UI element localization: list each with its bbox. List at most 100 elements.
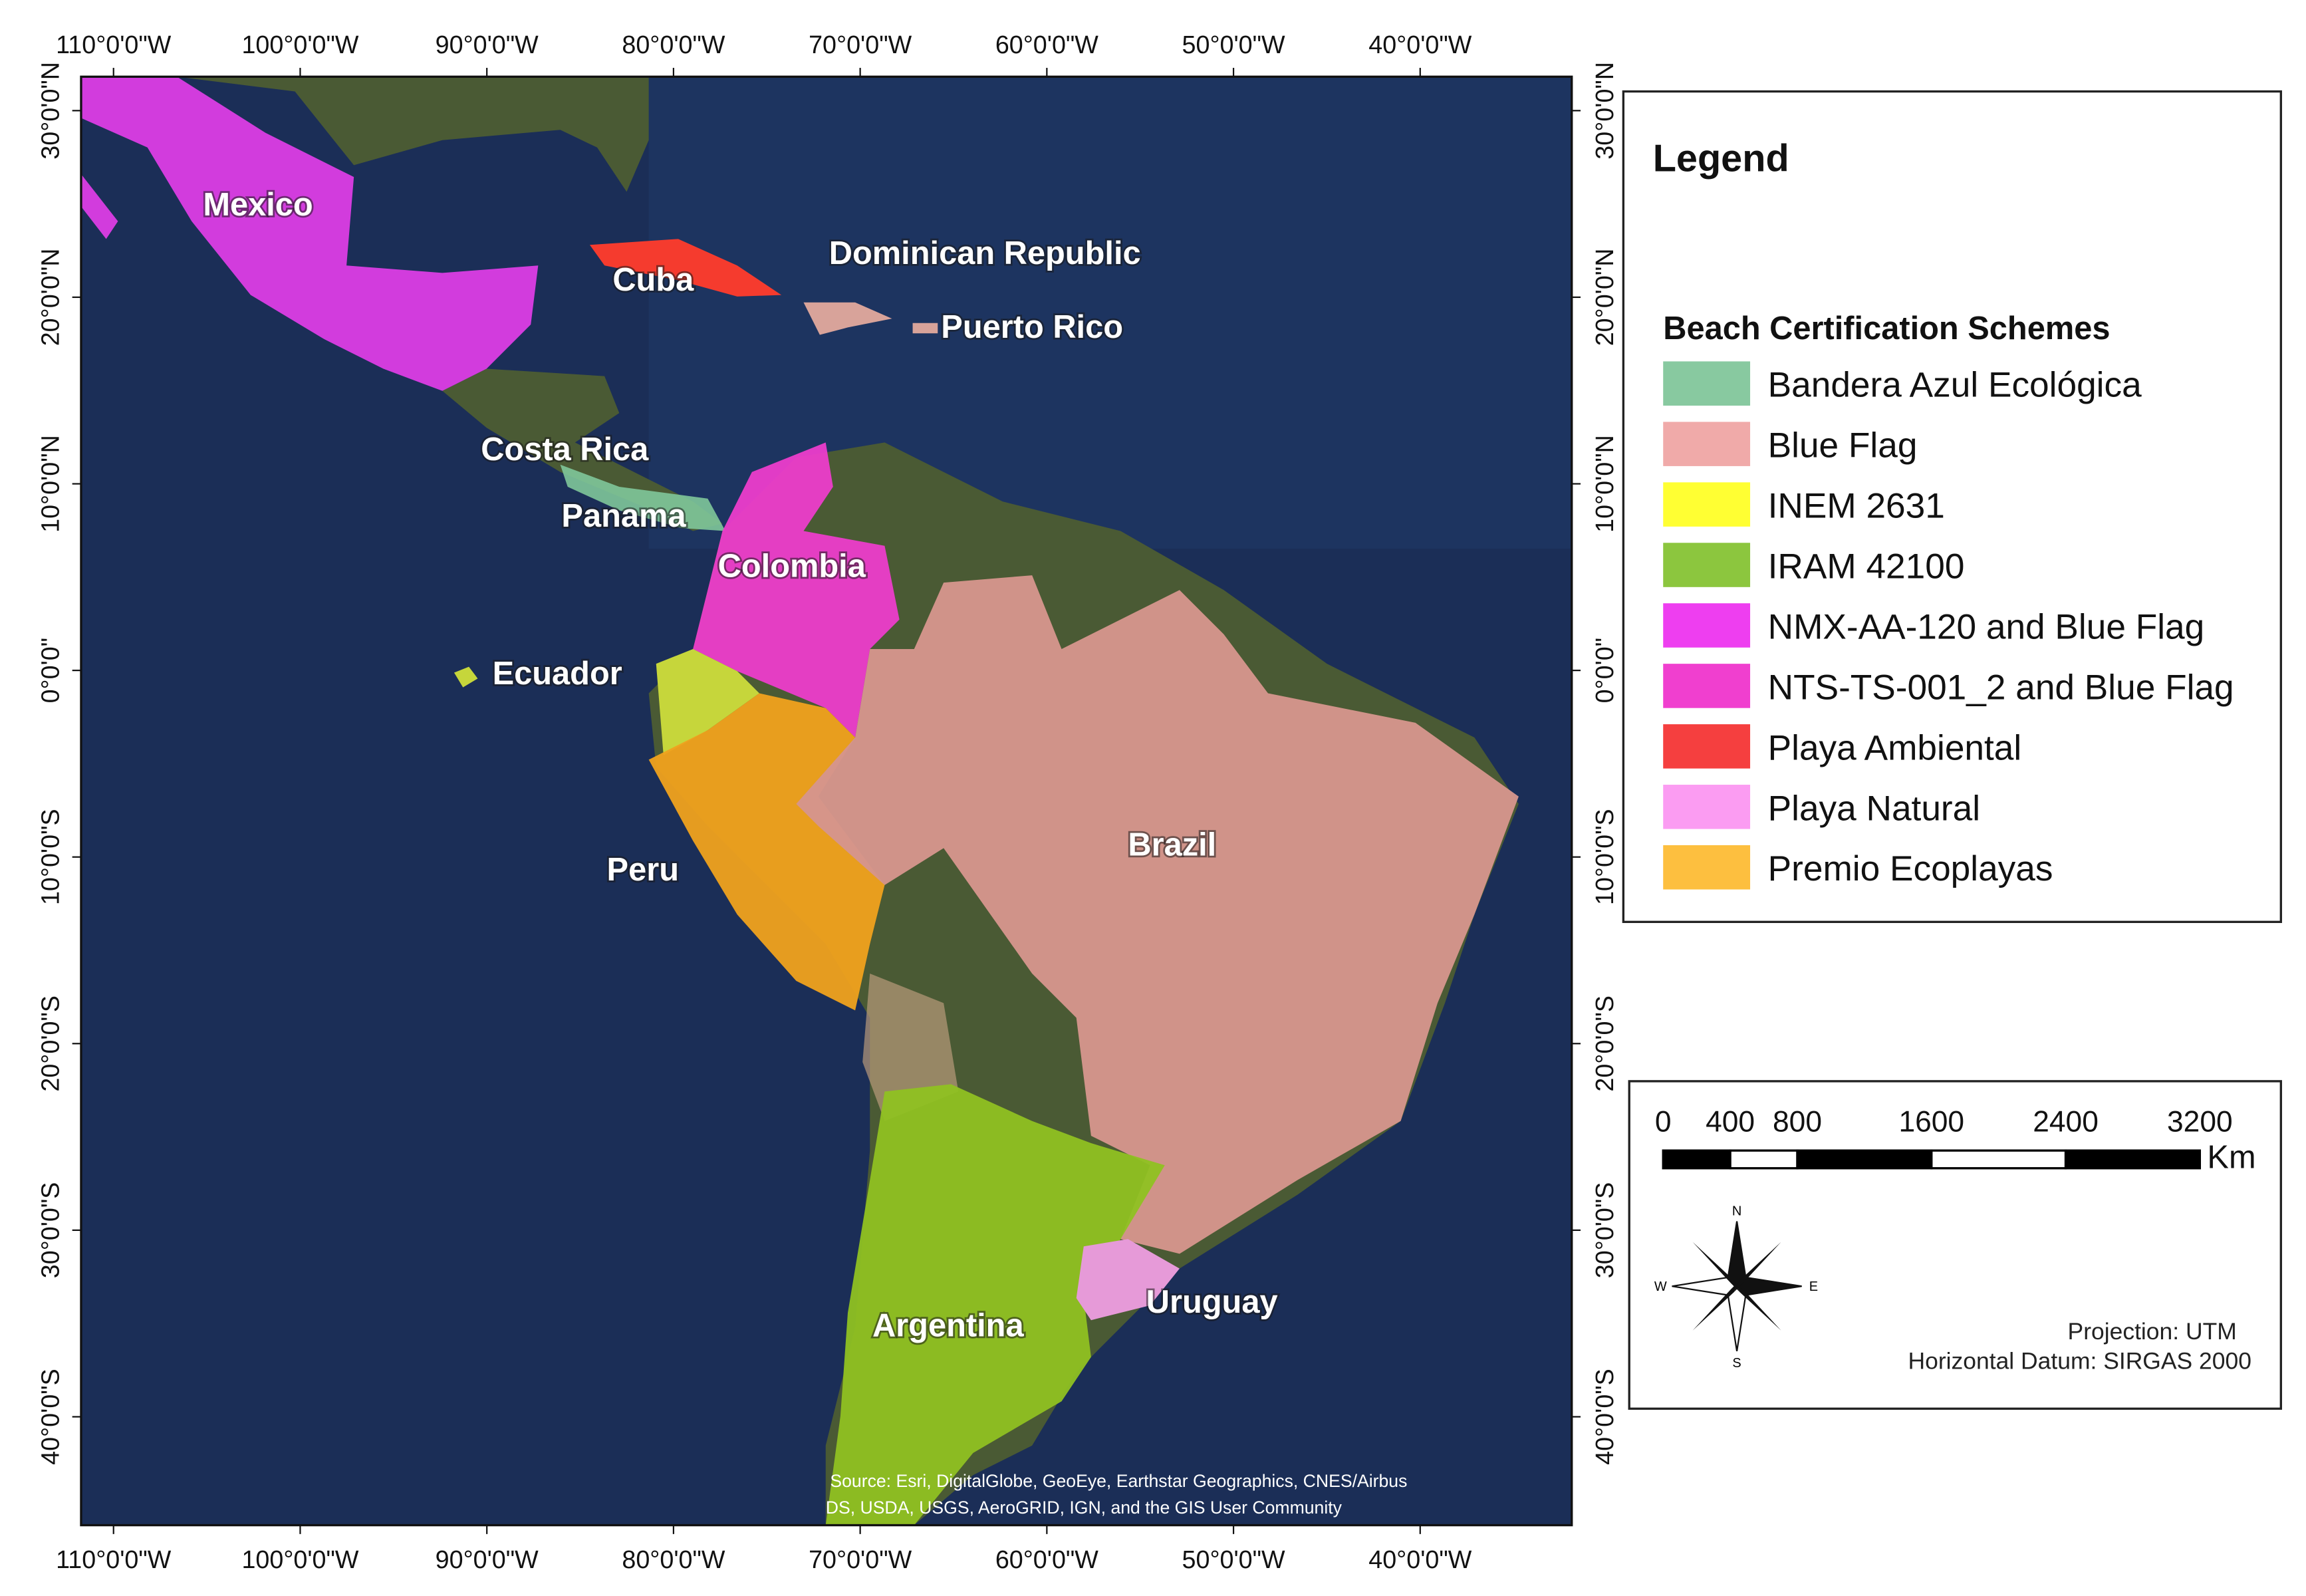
place-label: Puerto Rico (941, 309, 1123, 345)
source-line: Source: Esri, DigitalGlobe, GeoEye, Eart… (830, 1471, 1407, 1491)
legend-label: Playa Ambiental (1768, 728, 2022, 767)
place-label: Costa Rica (481, 432, 649, 467)
place-label: Brazil (1128, 827, 1216, 863)
longitude-label: 80°0'0"W (622, 1545, 725, 1573)
scale-segment (1729, 1149, 1799, 1170)
east-label: E (1809, 1279, 1818, 1294)
longitude-label: 70°0'0"W (809, 31, 912, 59)
legend-swatch (1663, 724, 1751, 769)
region-hispaniola (803, 302, 892, 335)
longitude-label: 70°0'0"W (809, 1545, 912, 1573)
longitude-label: 100°0'0"W (241, 1545, 358, 1573)
legend-swatch (1663, 664, 1751, 708)
legend-swatch (1663, 785, 1751, 829)
map-border (80, 75, 1573, 1527)
legend-swatch (1663, 361, 1751, 406)
legend-items: Bandera Azul Ecológica Blue Flag INEM 2631… (1663, 361, 2234, 890)
andes (862, 973, 959, 1121)
north-america (177, 76, 649, 192)
legend-label: Playa Natural (1768, 789, 1980, 828)
latitude-label: 10°0'0"S (37, 809, 64, 905)
scale-label: 0 (1655, 1105, 1672, 1138)
place-labels: Mexico Dominican Republic Cuba Puerto Rico C… (201, 185, 1280, 1345)
scale-segment (1662, 1149, 1731, 1170)
legend: Legend Beach Certification Schemes Bande… (1622, 90, 2282, 923)
latitude-label: 10°0'0"S (1591, 809, 1618, 905)
longitude-label: 50°0'0"W (1182, 31, 1285, 59)
legend-subtitle: Beach Certification Schemes (1663, 311, 2110, 346)
place-label: Cuba (612, 262, 694, 298)
scale-label: 2400 (2033, 1105, 2099, 1138)
legend-label: Blue Flag (1768, 426, 1918, 466)
longitude-label: 50°0'0"W (1182, 1545, 1285, 1573)
latitude-label: 20°0'0"S (37, 996, 64, 1092)
region-argentina (825, 1084, 1165, 1526)
legend-label: NMX-AA-120 and Blue Flag (1768, 607, 2205, 646)
scale-segment (1930, 1149, 2067, 1170)
legend-swatch (1663, 482, 1751, 527)
map-frame: Mexico Dominican Republic Cuba Puerto Rico C… (80, 75, 1573, 1527)
region-brazil (796, 575, 1519, 1254)
region-mexico (80, 76, 539, 391)
legend-label: NTS-TS-001_2 and Blue Flag (1768, 668, 2234, 707)
latitude-label: 10°0'0"N (37, 435, 64, 533)
region-ecuador (656, 648, 759, 755)
latitude-label: 0°0'0" (1591, 638, 1618, 704)
north-arrow: N S E W (1654, 1204, 1818, 1371)
scale-label: 800 (1773, 1105, 1822, 1138)
legend-label: INEM 2631 (1768, 487, 1945, 526)
region-puerto-rico (912, 323, 938, 334)
latitude-label: 30°0'0"N (1591, 62, 1618, 160)
longitude-label: 40°0'0"W (1368, 1545, 1472, 1573)
latitude-label: 20°0'0"N (1591, 249, 1618, 346)
longitude-label: 110°0'0"W (56, 31, 172, 59)
longitude-label: 110°0'0"W (56, 1545, 172, 1573)
region-uruguay (1076, 1239, 1180, 1321)
longitude-label: 40°0'0"W (1368, 31, 1472, 59)
west-label: W (1654, 1279, 1667, 1294)
scale-unit: Km (2207, 1140, 2255, 1176)
legend-label: Bandera Azul Ecológica (1768, 366, 2142, 405)
arrow-point (1692, 1242, 1740, 1293)
latitude-label: 0°0'0" (37, 638, 64, 704)
latitude-label: 20°0'0"N (37, 249, 64, 346)
region-colombia (693, 442, 900, 738)
arrow-point (1733, 1280, 1781, 1331)
longitude-label: 90°0'0"W (436, 31, 539, 59)
latitude-label: 40°0'0"S (37, 1369, 64, 1465)
place-label: Argentina (872, 1308, 1024, 1344)
latitude-label: 30°0'0"N (37, 62, 64, 160)
latitude-label: 30°0'0"S (1591, 1182, 1618, 1279)
legend-label: IRAM 42100 (1768, 547, 1965, 586)
datum-text: Horizontal Datum: SIRGAS 2000 (1908, 1347, 2251, 1374)
place-label: Panama (561, 498, 686, 534)
graticule-labels: 110°0'0"W 110°0'0"W 100°0'0"W 100°0'0"W 90°0… (37, 31, 1618, 1573)
place-label: Mexico (203, 187, 313, 223)
latitude-label: 20°0'0"S (1591, 996, 1618, 1092)
arrow-point (1692, 1280, 1740, 1331)
latitude-label: 40°0'0"S (1591, 1369, 1618, 1465)
latitude-label: 10°0'0"N (1591, 435, 1618, 533)
scale-label: 3200 (2167, 1105, 2233, 1138)
region-baja (80, 174, 118, 239)
longitude-label: 60°0'0"W (995, 1545, 1098, 1573)
longitude-label: 90°0'0"W (436, 1545, 539, 1573)
arrow-point (1733, 1242, 1781, 1293)
central-america (442, 368, 723, 531)
legend-title: Legend (1653, 137, 1789, 180)
legend-swatch (1663, 422, 1751, 466)
latitude-label: 30°0'0"S (37, 1182, 64, 1279)
region-costa-rica-panama (560, 464, 725, 531)
region-cuba (589, 239, 782, 297)
longitude-label: 100°0'0"W (241, 31, 358, 59)
region-galapagos (453, 666, 478, 688)
place-label: Dominican Republic (829, 235, 1141, 271)
longitude-label: 80°0'0"W (622, 31, 725, 59)
scale-segment (1796, 1149, 1933, 1170)
place-label: Colombia (718, 548, 866, 584)
legend-swatch (1663, 845, 1751, 890)
projection-text: Projection: UTM (2068, 1318, 2237, 1345)
